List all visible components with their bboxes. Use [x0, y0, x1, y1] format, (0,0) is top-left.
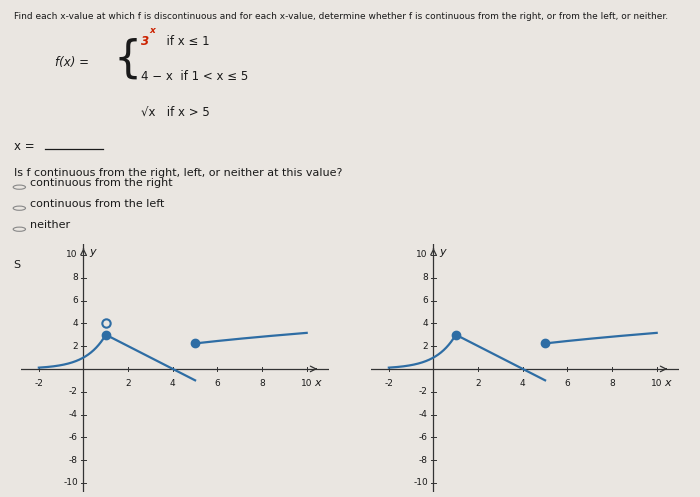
Text: -6: -6 — [69, 433, 78, 442]
Text: 8: 8 — [609, 379, 615, 388]
Text: Is f continuous from the right, left, or neither at this value?: Is f continuous from the right, left, or… — [14, 168, 342, 178]
Text: 10: 10 — [416, 250, 428, 259]
Text: -8: -8 — [419, 456, 428, 465]
Text: -4: -4 — [419, 410, 428, 419]
Text: neither: neither — [30, 220, 71, 230]
Text: 8: 8 — [259, 379, 265, 388]
Text: 4: 4 — [72, 319, 78, 328]
Text: 2: 2 — [422, 341, 428, 350]
Text: continuous from the right: continuous from the right — [30, 178, 173, 188]
Text: 3: 3 — [141, 35, 149, 48]
Text: 6: 6 — [214, 379, 220, 388]
Text: x: x — [314, 378, 321, 388]
Text: Find each x-value at which f is discontinuous and for each x-value, determine wh: Find each x-value at which f is disconti… — [14, 12, 668, 21]
Text: y: y — [89, 247, 96, 256]
Text: -2: -2 — [34, 379, 43, 388]
Text: -2: -2 — [384, 379, 393, 388]
Text: continuous from the left: continuous from the left — [30, 199, 164, 209]
Text: 6: 6 — [422, 296, 428, 305]
Text: 8: 8 — [422, 273, 428, 282]
Text: -10: -10 — [413, 479, 428, 488]
Text: 10: 10 — [66, 250, 78, 259]
Text: 10: 10 — [651, 379, 662, 388]
Text: x: x — [664, 378, 671, 388]
Text: 6: 6 — [72, 296, 78, 305]
Text: √x   if x > 5: √x if x > 5 — [141, 105, 209, 118]
Text: -2: -2 — [69, 387, 78, 396]
Text: 4: 4 — [422, 319, 428, 328]
Text: 4: 4 — [170, 379, 176, 388]
Text: x =: x = — [14, 141, 34, 154]
Text: 2: 2 — [72, 341, 78, 350]
Text: if x ≤ 1: if x ≤ 1 — [160, 35, 210, 48]
Text: -8: -8 — [69, 456, 78, 465]
Text: Sketch the graph of f.: Sketch the graph of f. — [14, 259, 134, 269]
Text: -6: -6 — [419, 433, 428, 442]
Text: 10: 10 — [301, 379, 312, 388]
Text: 2: 2 — [125, 379, 131, 388]
Text: -4: -4 — [69, 410, 78, 419]
Text: 4 − x  if 1 < x ≤ 5: 4 − x if 1 < x ≤ 5 — [141, 71, 248, 83]
Text: f(x) =: f(x) = — [55, 56, 89, 70]
Text: {: { — [113, 38, 141, 81]
Text: x: x — [149, 26, 155, 35]
Text: 8: 8 — [72, 273, 78, 282]
Text: -10: -10 — [63, 479, 78, 488]
Text: 4: 4 — [520, 379, 526, 388]
Text: y: y — [439, 247, 446, 256]
Text: -2: -2 — [419, 387, 428, 396]
Text: 2: 2 — [475, 379, 481, 388]
Text: 6: 6 — [564, 379, 570, 388]
